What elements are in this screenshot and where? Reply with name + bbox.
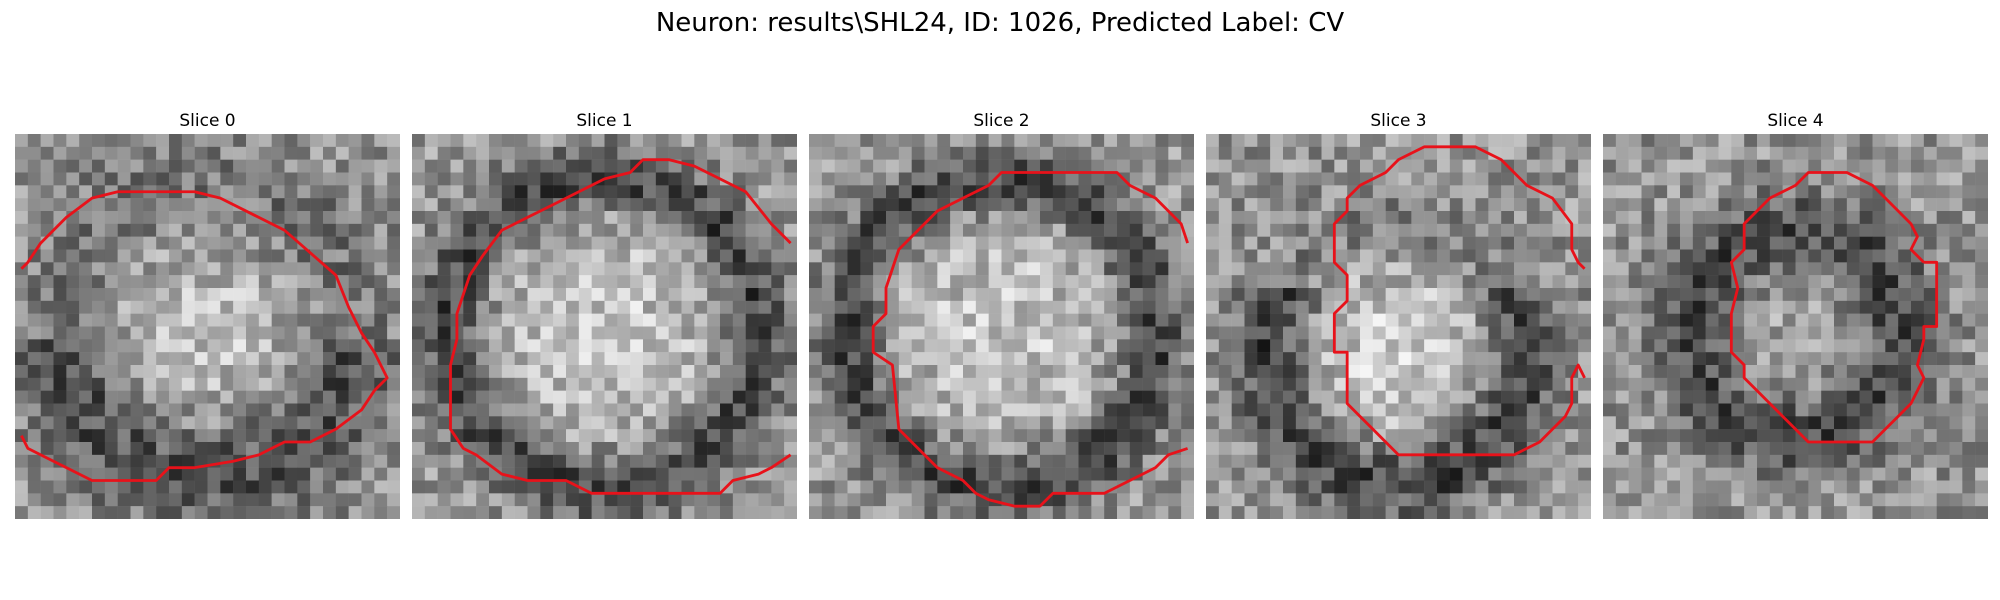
figure-title: Neuron: results\SHL24, ID: 1026, Predict… [655, 8, 1345, 38]
slice-image [1206, 134, 1591, 519]
slice-image [412, 134, 797, 519]
slice-image [809, 134, 1194, 519]
slice-title: Slice 4 [1767, 111, 1824, 131]
slice-title: Slice 3 [1370, 111, 1427, 131]
slice-title: Slice 2 [973, 111, 1030, 131]
segmentation-contour [1332, 145, 1586, 457]
segmentation-contour [871, 171, 1189, 508]
slice-panel-1: Slice 1 [412, 108, 797, 519]
slice-image [1603, 134, 1988, 519]
segmentation-contour [1729, 171, 1939, 444]
slice-panel-2: Slice 2 [809, 108, 1194, 519]
slice-title: Slice 0 [179, 111, 236, 131]
segmentation-contour [449, 158, 792, 495]
slice-title: Slice 1 [576, 111, 633, 131]
slice-panel-3: Slice 3 [1206, 108, 1591, 519]
segmentation-contour [20, 190, 389, 482]
slice-panel-0: Slice 0 [15, 108, 400, 519]
slice-image [15, 134, 400, 519]
slice-panel-4: Slice 4 [1603, 108, 1988, 519]
